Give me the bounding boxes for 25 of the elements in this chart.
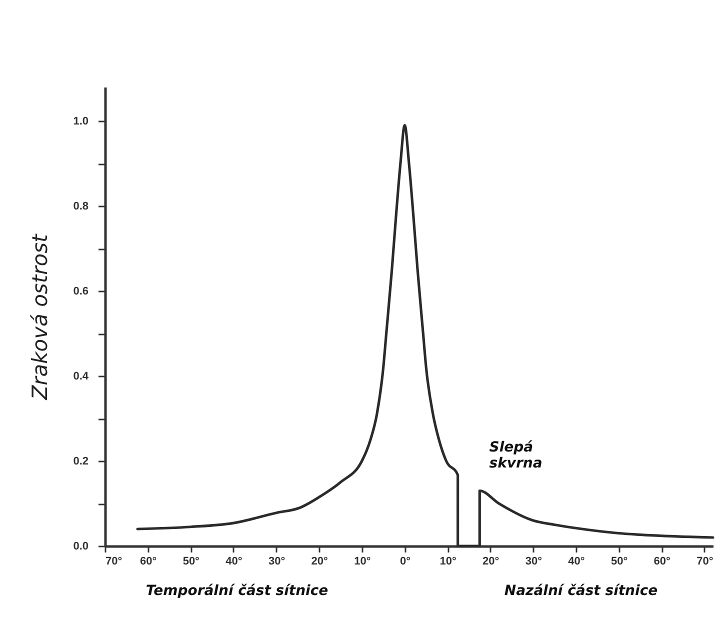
y-tick-label: 0.8 xyxy=(73,200,88,212)
x-tick-label: 20° xyxy=(311,556,328,568)
annotation: Slepá skvrna xyxy=(489,439,542,472)
x-tick-label: 30° xyxy=(525,556,542,568)
y-tick-label: 0.4 xyxy=(73,370,90,382)
x-tick-label: 70° xyxy=(106,556,122,568)
x-tick-label: 50° xyxy=(610,556,628,568)
text: Nazální část sítnice xyxy=(504,583,658,599)
x-tick-label: 10° xyxy=(354,556,371,568)
x-tick-label: 10° xyxy=(440,556,456,568)
x-tick-label: 70° xyxy=(696,556,714,568)
x-tick-label: 60° xyxy=(140,556,157,568)
y-tick-label: 0.2 xyxy=(73,456,88,468)
y-tick-label: 1.0 xyxy=(73,116,88,128)
x-tick-label: 20° xyxy=(482,556,500,568)
y-tick-label: 0.0 xyxy=(73,540,88,552)
x-tick-label: 30° xyxy=(268,556,286,568)
x-tick-label: 50° xyxy=(182,556,200,568)
x-tick-label: 0° xyxy=(400,556,410,568)
text: Temporální část sítnice xyxy=(146,583,328,599)
x-tick-label: 40° xyxy=(226,556,242,568)
x-tick-label: 60° xyxy=(654,556,670,568)
y-axis-title: Zraková ostrost xyxy=(28,233,52,401)
y-tick-label: 0.6 xyxy=(73,286,88,298)
x-tick-label: 40° xyxy=(568,556,585,568)
